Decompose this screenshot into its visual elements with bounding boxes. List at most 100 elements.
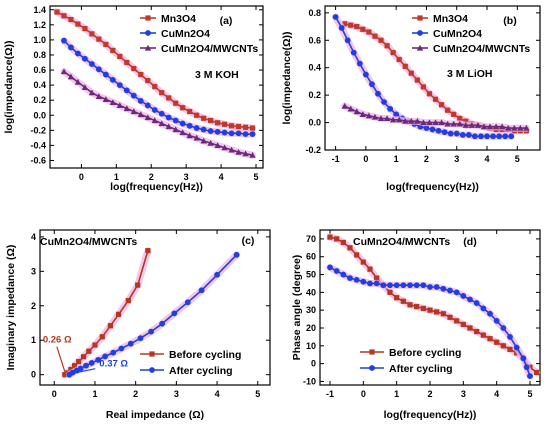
data-point [454, 318, 460, 324]
legend-marker [416, 44, 424, 51]
x-tick-label: 3 [454, 154, 459, 164]
data-point [198, 287, 205, 294]
data-point [86, 348, 92, 354]
y-tick-label: -0.4 [30, 140, 46, 150]
data-point [347, 105, 354, 112]
data-point [513, 344, 520, 351]
data-point [441, 129, 448, 136]
series-before-cycling [61, 247, 152, 379]
data-point [408, 70, 414, 76]
data-point [459, 132, 466, 138]
x-tick-label: 2 [424, 154, 429, 164]
data-point [408, 118, 415, 124]
data-point [505, 124, 512, 131]
chart-panel-4: -1 0 1 2 3 4 5-10010203040506070log(frequency(… [291, 229, 541, 421]
legend-marker [145, 15, 151, 21]
data-point [456, 120, 463, 127]
data-point [74, 78, 82, 85]
data-point [523, 364, 530, 371]
data-point [393, 282, 400, 289]
data-point [473, 300, 480, 306]
data-point [451, 111, 457, 117]
data-point [438, 119, 445, 126]
data-point [402, 118, 409, 124]
legend-marker [369, 349, 375, 355]
data-point [193, 125, 200, 131]
data-point [375, 90, 381, 97]
data-point [377, 115, 385, 122]
data-point [127, 340, 134, 347]
data-point [332, 14, 339, 20]
data-point [148, 328, 155, 335]
data-point [123, 87, 130, 94]
data-point [152, 84, 158, 90]
data-point [242, 131, 249, 137]
data-point [367, 280, 373, 287]
x-tick-label: 1 [114, 172, 119, 182]
data-point [61, 13, 67, 19]
data-point [138, 71, 144, 78]
data-point [102, 96, 110, 103]
data-point [158, 110, 165, 117]
data-point [95, 66, 102, 73]
data-point [124, 59, 130, 66]
data-point [426, 91, 433, 97]
legend-label: After cycling [389, 363, 453, 375]
data-point [327, 234, 333, 240]
data-point [172, 126, 179, 133]
data-point [82, 26, 88, 32]
data-point [116, 82, 123, 89]
panel-tag: (c) [242, 235, 255, 247]
data-point [447, 130, 454, 137]
data-point [498, 123, 506, 130]
series-line [63, 40, 253, 135]
data-point [187, 108, 193, 115]
data-point [447, 287, 453, 294]
x-tick-label: 3 [174, 389, 179, 399]
data-point [426, 119, 433, 126]
data-point [327, 264, 333, 271]
data-point [359, 111, 367, 117]
legend-label: CuMn2O4 [161, 28, 210, 40]
data-point [445, 107, 451, 113]
panel-tag: (d) [463, 236, 476, 248]
data-point [179, 120, 186, 127]
data-point [171, 310, 178, 317]
data-point [221, 129, 228, 136]
panel-tag: (b) [503, 15, 516, 27]
data-point [340, 271, 347, 278]
x-tick-label: 4 [215, 389, 220, 399]
data-point [249, 131, 256, 137]
data-point [393, 111, 400, 118]
data-point [159, 320, 166, 327]
data-point [61, 37, 67, 44]
data-point [372, 33, 378, 39]
data-point [75, 21, 81, 27]
data-point [334, 236, 340, 242]
data-point [144, 102, 151, 109]
data-point [395, 116, 403, 123]
data-point [82, 55, 88, 62]
series-before-cycling [326, 233, 541, 376]
legend: Mn3O4 CuMn2O4 CuMn2O4/MWCNTs [140, 13, 258, 55]
data-point [407, 282, 413, 289]
data-point [387, 105, 394, 112]
data-point [413, 282, 420, 289]
data-point [484, 133, 490, 140]
data-point [123, 105, 131, 112]
data-point [207, 128, 214, 134]
chart-panel-2: -1 0 1 2 3 4 5 -0.2 0.0 0.2 0.4 0.6 0.8 log(frequency… [281, 5, 541, 193]
y-tick-label: 20 [306, 323, 316, 333]
data-point [354, 252, 360, 258]
data-point [95, 356, 102, 363]
data-point [186, 122, 193, 129]
data-point [502, 133, 509, 140]
data-point [110, 47, 116, 54]
data-point [420, 282, 427, 289]
data-point [130, 108, 138, 115]
panel-annotation: CuMn2O4/MWCNTs [353, 236, 450, 248]
legend-label: Mn3O4 [433, 13, 468, 25]
data-point [453, 289, 460, 296]
data-point [67, 73, 75, 80]
